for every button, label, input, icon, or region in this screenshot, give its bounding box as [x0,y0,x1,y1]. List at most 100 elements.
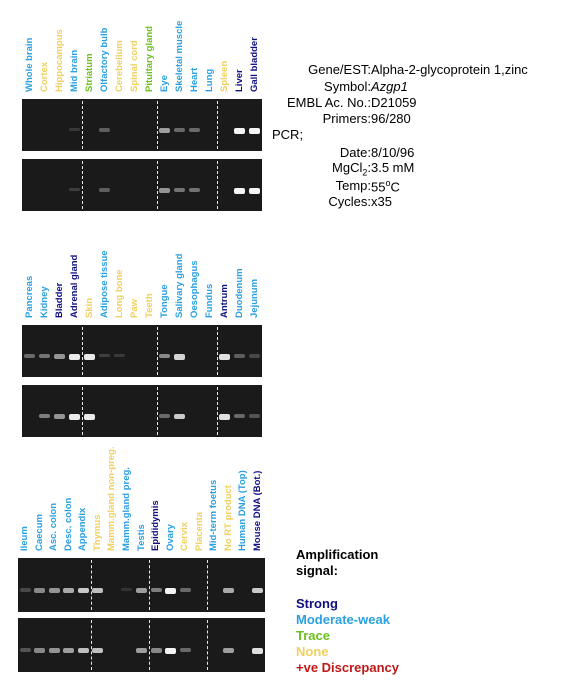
cycles-key: Cycles: [328,194,371,209]
lane-label: Placenta [193,511,205,551]
gel-band [150,588,162,593]
lane-separator [157,327,158,375]
gel-image-top [22,325,262,377]
gel-band [233,188,246,194]
gel-band [252,588,264,594]
gel-band [53,414,66,419]
gel-band [48,588,60,593]
lane-separator [217,161,218,209]
gel-band [68,128,81,132]
embl-key: EMBL Ac. No.: [286,95,371,110]
lane-label: Olfactory bulb [98,27,110,92]
gel-band [165,588,177,595]
legend-trace: Trace [296,628,330,643]
gel-band [63,588,75,594]
legend-title-line2: signal: [296,563,338,578]
gel-band [68,354,81,360]
gel-band [83,354,96,360]
lane-label: Teeth [143,293,155,318]
gel-band [92,588,104,594]
lane-label: Fundus [203,283,215,318]
lane-label: Antrum [218,284,230,318]
legend-none: None [296,644,329,659]
lane-label: Mid brain [68,49,80,92]
gel-band [53,354,66,359]
date-value: 8/10/96 [371,145,415,160]
gel-image-bottom [18,618,265,672]
lane-separator [90,560,92,610]
gel-image-bottom [22,159,262,211]
lane-label: Tongue [158,284,170,318]
lane-label: Adipose tissue [98,250,110,318]
lane-label: Testis [135,524,147,551]
legend-strong: Strong [296,596,338,611]
temp-degree: o [385,178,391,188]
gel-band [98,354,111,358]
gel-band [158,128,171,133]
gel-band [252,648,264,654]
embl-value: D21059 [371,95,417,110]
lane-label: Cerebellum [113,40,125,92]
gel-band [173,414,186,420]
gene-key: Gene/EST: [308,62,371,77]
gel-band [165,648,177,655]
lane-label: Desc. colon [62,497,74,551]
gel-band [19,648,31,652]
lane-separator [82,161,83,209]
gel-band [233,354,246,358]
gel-band [48,648,60,653]
lane-label: Long bone [113,269,125,318]
lane-label: Mouse DNA (Bot.) [251,470,263,551]
gel-band [188,188,201,193]
lane-label: Lung [203,68,215,92]
gel-band [179,648,191,653]
lane-label: Gall bladder [248,37,260,92]
gel-band [135,588,147,593]
cycles-value: x35 [371,194,392,209]
lane-label: Skin [83,297,95,318]
lane-label: Paw [128,298,140,318]
symbol-key: Symbol: [324,79,371,94]
gel-image-top [18,558,265,612]
gel-band [218,414,231,420]
mgcl-value: 3.5 mM [371,160,415,175]
lane-separator [82,387,83,435]
lane-separator [157,387,158,435]
lane-label: Kidney [38,286,50,318]
lane-separator [148,560,150,610]
lane-separator [82,327,83,375]
gel-image-bottom [22,385,262,437]
gel-band [98,128,111,132]
lane-label: Spinal cord [128,40,140,92]
lane-label: Eye [158,75,170,92]
lane-separator [148,620,150,670]
gel-band [68,414,81,420]
lane-separator [217,387,218,435]
lane-label: Cervix [179,521,191,551]
lane-label: Jejunum [248,278,260,318]
temp-unit: C [390,179,400,195]
gel-band [135,648,147,653]
primers-key: Primers: [322,111,371,126]
lane-separator [217,327,218,375]
lane-label: Thymus [91,514,103,551]
lane-label: Duodenum [233,268,245,318]
lane-separator [82,101,83,149]
gel-band [223,588,235,594]
gel-band [233,414,246,418]
gel-band [173,128,186,132]
gel-band [248,414,261,418]
gel-band [23,354,36,358]
gel-band [248,354,261,358]
gel-band [158,188,171,193]
pcr-key: PCR; [272,127,304,142]
gel-band [158,354,171,359]
legend-moderate: Moderate-weak [296,612,390,627]
mgcl-key: MgCl [332,160,363,175]
lane-label: Spleen [218,60,230,92]
mgcl-colon: : [367,160,371,175]
gel-band [38,414,51,419]
lane-label: Cortex [38,61,50,92]
gel-band [77,648,89,654]
gel-band [218,354,231,360]
